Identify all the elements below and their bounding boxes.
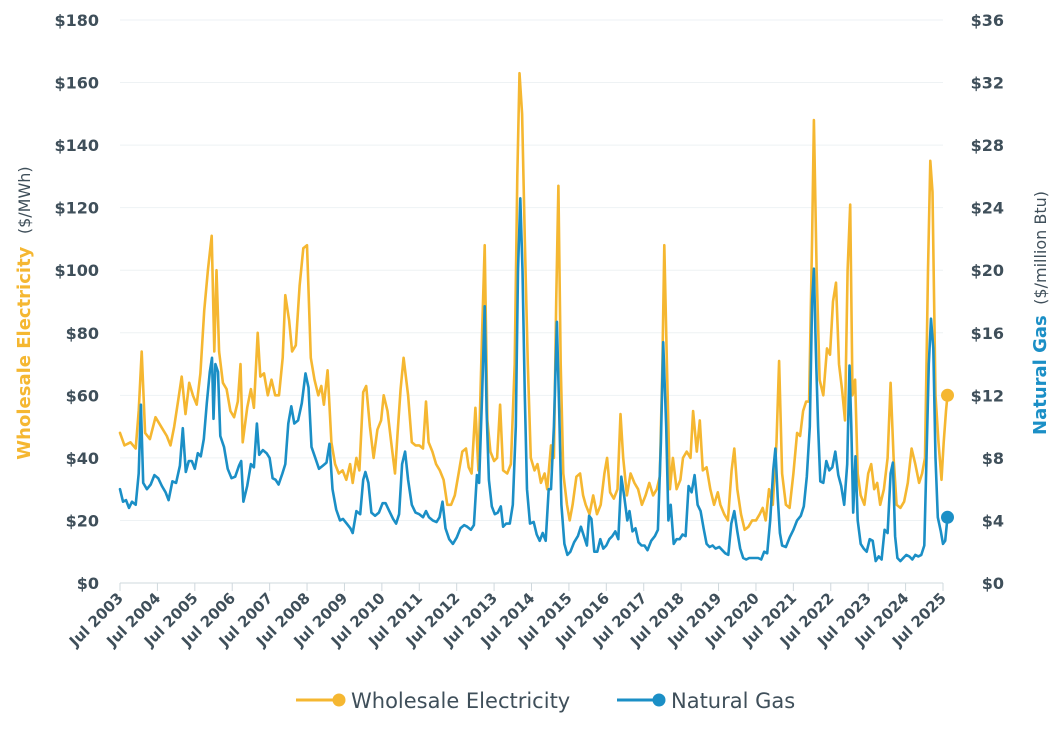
left-tick-label: $160: [54, 74, 99, 93]
left-tick-label: $0: [77, 574, 99, 593]
right-axis-label-unit: ($/million Btu): [1031, 191, 1050, 305]
legend: Wholesale Electricity Natural Gas: [296, 689, 795, 713]
right-tick-label: $32: [971, 74, 1004, 93]
natural-gas-end-marker[interactable]: [941, 510, 954, 524]
left-tick-label: $40: [66, 449, 99, 468]
left-axis-label-main: Wholesale Electricity: [14, 246, 35, 459]
right-axis-label: Natural Gas ($/million Btu): [1030, 191, 1051, 435]
right-tick-label: $28: [971, 136, 1004, 155]
right-tick-label: $8: [982, 449, 1004, 468]
left-tick-label: $120: [54, 199, 99, 218]
right-axis-ticks: $0 $4 $8 $12 $16 $20 $24 $28 $32 $36: [971, 11, 1004, 593]
left-tick-label: $20: [66, 511, 99, 530]
electricity-series-line: [118, 71, 949, 532]
natural-gas-series-line: [118, 197, 949, 563]
legend-gas-marker: [652, 693, 666, 707]
legend-electricity-label: Wholesale Electricity: [351, 689, 570, 713]
right-tick-label: $4: [982, 511, 1004, 530]
left-tick-label: $180: [54, 11, 99, 30]
left-axis-label: Wholesale Electricity ($/MWh): [14, 166, 35, 459]
right-axis-label-main: Natural Gas: [1030, 315, 1051, 435]
left-tick-label: $80: [66, 324, 99, 343]
legend-item-natural-gas[interactable]: Natural Gas: [617, 689, 795, 713]
left-tick-label: $60: [66, 386, 99, 405]
left-tick-label: $100: [54, 261, 99, 280]
electricity-end-marker[interactable]: [941, 388, 954, 402]
right-tick-label: $36: [971, 11, 1004, 30]
right-tick-label: $16: [971, 324, 1004, 343]
left-axis-ticks: $0 $20 $40 $60 $80 $100 $120 $140 $160 $180: [54, 11, 99, 593]
right-tick-label: $24: [971, 199, 1004, 218]
legend-item-electricity[interactable]: Wholesale Electricity: [296, 689, 570, 713]
legend-gas-label: Natural Gas: [671, 689, 795, 713]
left-tick-label: $140: [54, 136, 99, 155]
right-tick-label: $12: [971, 386, 1004, 405]
right-tick-label: $0: [982, 574, 1004, 593]
series-lines: [118, 71, 954, 563]
legend-electricity-marker: [332, 693, 346, 707]
right-tick-label: $20: [971, 261, 1004, 280]
left-axis-label-unit: ($/MWh): [15, 166, 34, 234]
